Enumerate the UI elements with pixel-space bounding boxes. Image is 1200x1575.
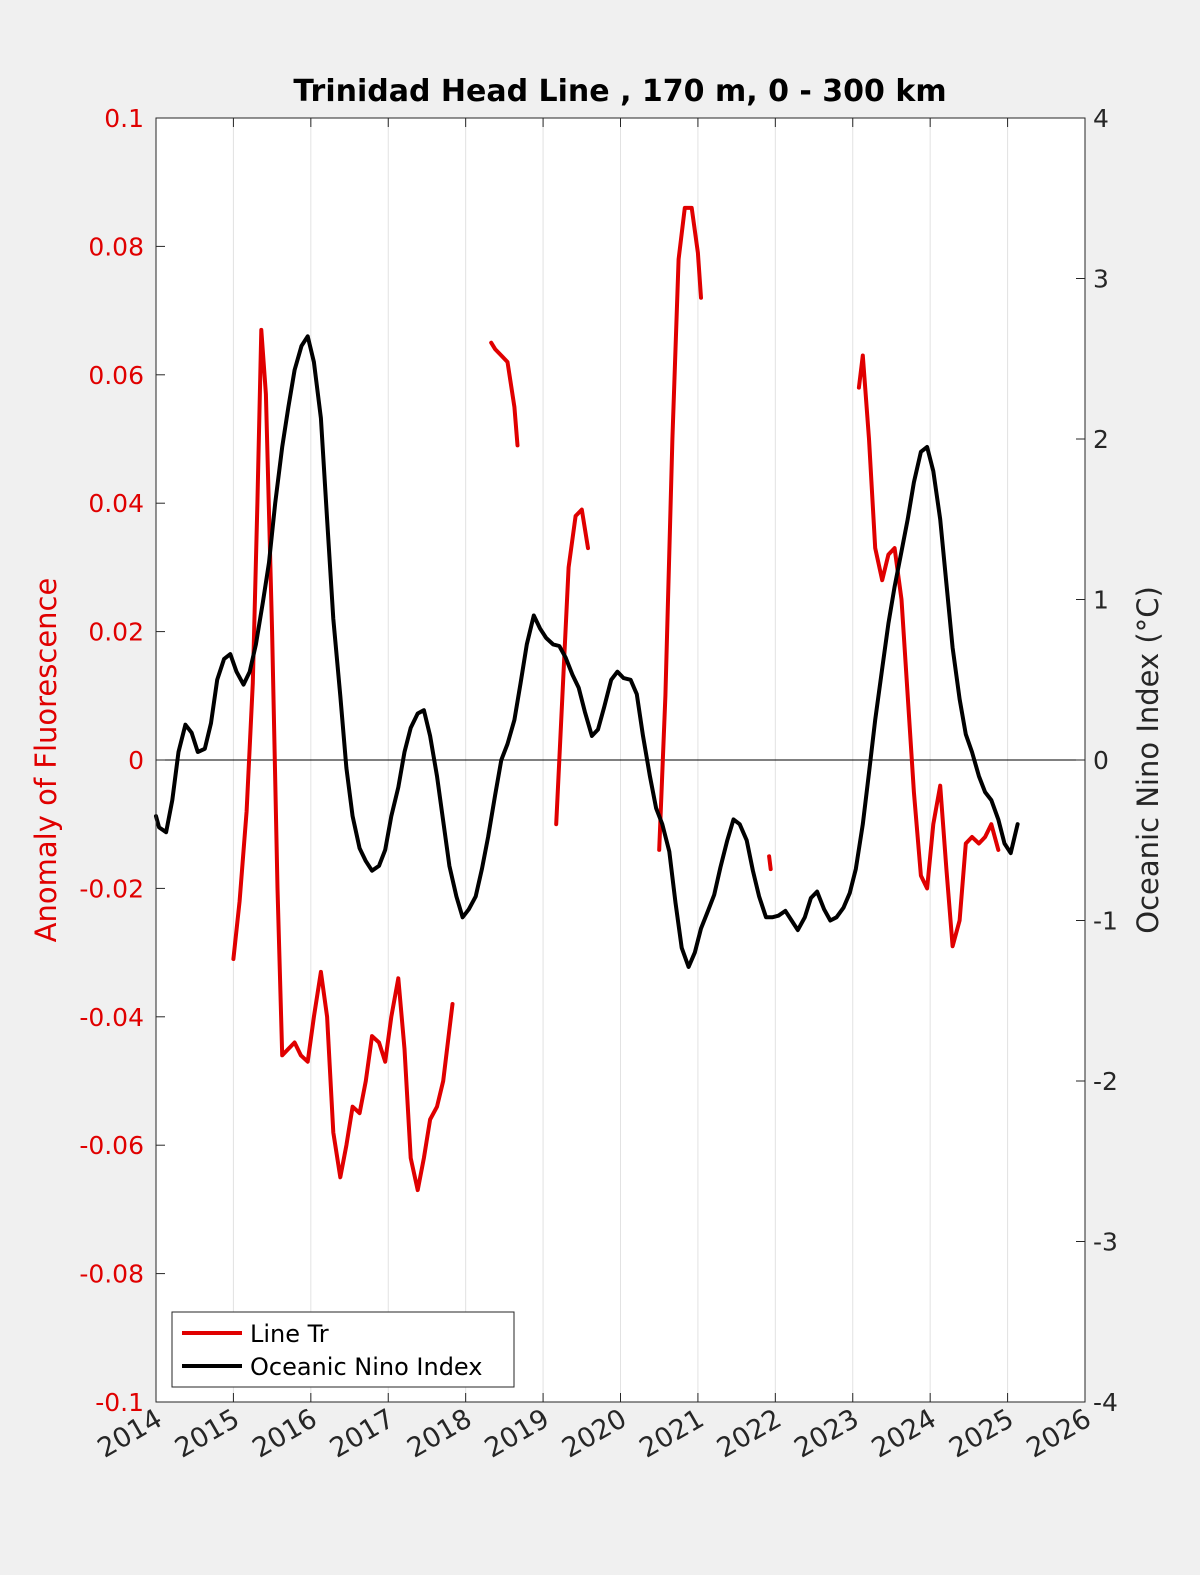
left-tick-label: -0.04 [79,1003,144,1032]
left-tick-label: -0.08 [79,1260,144,1289]
line-tr-segment-1 [489,340,520,448]
left-tick-label: 0.08 [88,232,144,261]
right-tick-label: 2 [1093,425,1109,454]
line-tr-segment-2 [554,507,590,827]
left-tick-label: 0.06 [88,361,144,390]
line-tr-segment-5 [856,353,1001,949]
legend-label-oni: Oceanic Nino Index [250,1353,482,1381]
oni-segment-0 [154,334,1020,969]
right-axis-label: Oceanic Nino Index (°C) [1131,586,1165,934]
chart-title: Trinidad Head Line , 170 m, 0 - 300 km [293,74,946,109]
right-tick-label: 4 [1093,104,1109,133]
legend-label-line-tr: Line Tr [250,1320,329,1348]
legend: Line Tr Oceanic Nino Index [171,1311,515,1388]
right-tick-label: -4 [1093,1388,1118,1417]
right-tick-label: 0 [1093,746,1109,775]
left-axis-label: Anomaly of Fluorescence [29,578,63,943]
left-tick-label: -0.1 [95,1388,144,1417]
right-tick-label: -1 [1093,907,1118,936]
left-axis: -0.1 -0.08 -0.06 -0.04 -0.02 0 0.02 0.04 0.06 0.0… [79,104,165,1417]
right-tick-label: -2 [1093,1067,1118,1096]
right-tick-label: 3 [1093,265,1109,294]
left-tick-label: -0.06 [79,1131,144,1160]
left-tick-label: 0.02 [88,618,144,647]
left-tick-label: 0.04 [88,489,144,518]
series-group [154,205,1020,1193]
right-axis: -4 -3 -2 -1 0 1 2 3 4 [1076,104,1118,1417]
left-tick-label: -0.02 [79,874,144,903]
left-tick-label: 0 [128,746,144,775]
line-tr-segment-4 [767,854,773,872]
left-tick-label: 0.1 [104,104,144,133]
line-tr-segment-0 [231,327,455,1193]
right-tick-label: 1 [1093,586,1109,615]
right-tick-label: -3 [1093,1228,1118,1257]
legend-box [171,1311,515,1388]
line-tr-segment-3 [657,205,703,852]
